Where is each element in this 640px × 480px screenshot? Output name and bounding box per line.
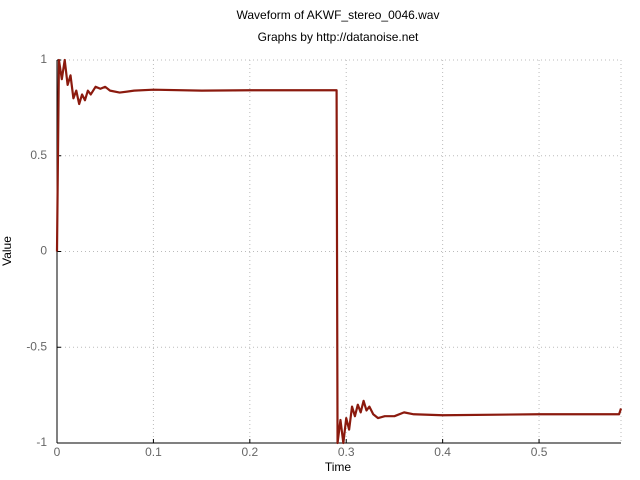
waveform-line bbox=[55, 58, 623, 445]
x-tick-label: 0.3 bbox=[338, 445, 355, 459]
x-tick-label: 0 bbox=[54, 445, 61, 459]
y-tick-label: 0 bbox=[40, 244, 47, 258]
y-tick-label: 1 bbox=[40, 52, 47, 66]
x-tick-label: 0.5 bbox=[531, 445, 548, 459]
y-axis-label: Value bbox=[0, 236, 14, 266]
y-tick-label: 0.5 bbox=[30, 148, 47, 162]
x-tick-label: 0.1 bbox=[145, 445, 162, 459]
y-tick-label: -0.5 bbox=[26, 339, 47, 353]
chart-subtitle: Graphs by http://datanoise.net bbox=[258, 30, 419, 44]
chart-title: Waveform of AKWF_stereo_0046.wav bbox=[237, 8, 440, 22]
x-tick-label: 0.4 bbox=[434, 445, 451, 459]
x-tick-label: 0.2 bbox=[241, 445, 258, 459]
y-tick-label: -1 bbox=[36, 435, 47, 449]
x-axis-label: Time bbox=[325, 460, 352, 474]
